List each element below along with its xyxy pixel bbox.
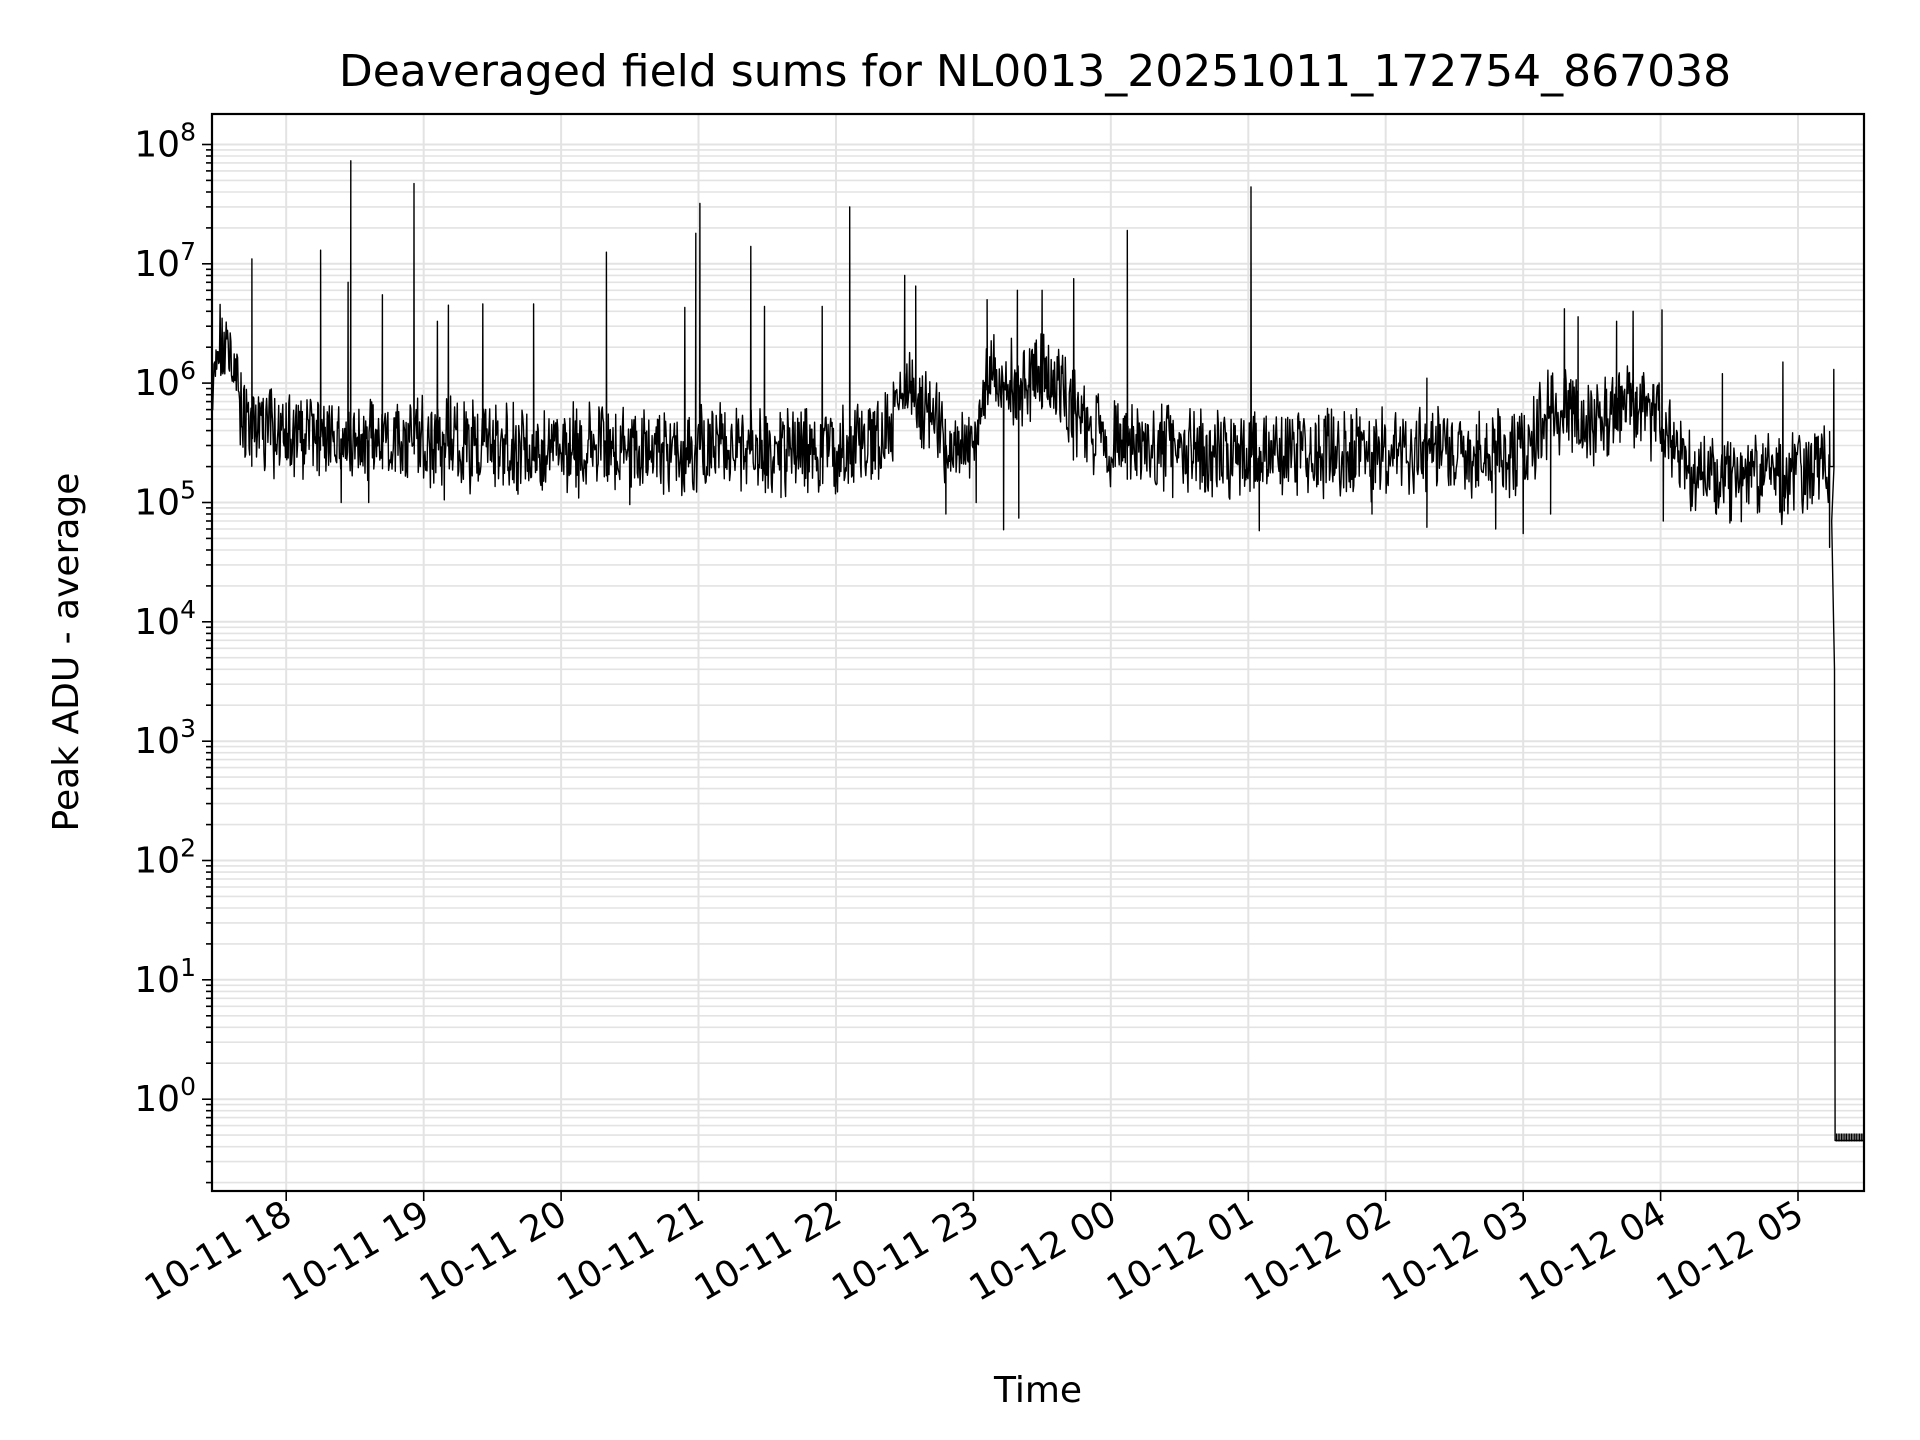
y-tick-exponent: 8 — [180, 118, 196, 147]
x-axis-label: Time — [993, 1370, 1082, 1411]
series-layer — [211, 160, 1864, 1142]
y-tick-exponent: 6 — [180, 356, 196, 385]
y-tick-label: 107 — [134, 237, 196, 285]
y-tick-label: 102 — [134, 834, 196, 882]
plot-frame — [210, 112, 1866, 1193]
y-tick-base: 10 — [134, 841, 180, 882]
y-axis-label: Peak ADU - average — [46, 473, 87, 832]
chart-title: Deaveraged field sums for NL0013_2025101… — [339, 46, 1731, 97]
y-tick-base: 10 — [134, 1079, 180, 1120]
y-tick-label: 101 — [134, 953, 196, 1001]
y-tick-label: 103 — [134, 714, 196, 762]
y-tick-exponent: 4 — [180, 595, 196, 624]
y-tick-base: 10 — [134, 721, 180, 762]
y-tick-base: 10 — [134, 960, 180, 1001]
y-tick-label: 105 — [134, 476, 196, 524]
y-tick-label: 104 — [134, 595, 196, 643]
y-tick-base: 10 — [134, 363, 180, 404]
y-tick-exponent: 1 — [180, 953, 196, 982]
y-tick-exponent: 0 — [180, 1072, 196, 1101]
y-tick-exponent: 2 — [180, 834, 196, 863]
y-tick-exponent: 5 — [180, 476, 196, 505]
y-tick-label: 108 — [134, 118, 196, 166]
series-line — [211, 160, 1864, 1142]
y-tick-exponent: 7 — [180, 237, 196, 266]
y-tick-base: 10 — [134, 483, 180, 524]
y-tick-base: 10 — [134, 244, 180, 285]
y-tick-label: 106 — [134, 356, 196, 404]
y-tick-base: 10 — [134, 125, 180, 166]
y-tick-exponent: 3 — [180, 714, 196, 743]
series-tail-comb — [1835, 1133, 1864, 1142]
grid — [212, 114, 1864, 1191]
y-tick-label: 100 — [134, 1072, 196, 1120]
y-tick-base: 10 — [134, 602, 180, 643]
